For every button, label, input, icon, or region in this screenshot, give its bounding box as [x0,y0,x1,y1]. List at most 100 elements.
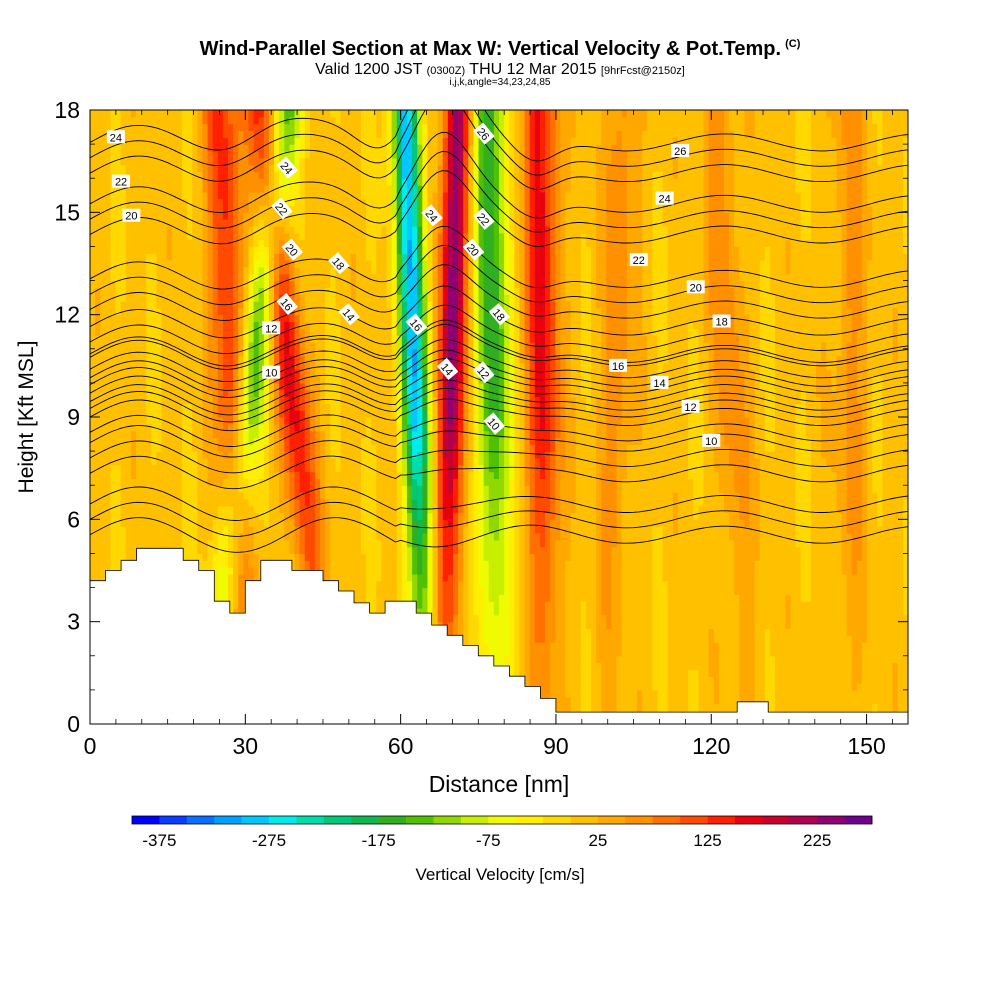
velocity-cell [739,567,745,575]
velocity-cell [723,567,730,575]
velocity-cell [212,519,219,527]
velocity-cell [723,580,730,589]
velocity-cell [366,539,372,548]
velocity-cell [519,642,526,650]
velocity-cell [698,539,705,548]
velocity-cell [458,539,464,548]
velocity-cell [217,539,224,548]
velocity-cell [744,689,751,698]
velocity-cell [688,526,694,534]
velocity-cell [677,512,684,520]
velocity-cell [386,553,393,561]
velocity-cell [340,512,347,520]
velocity-cell [483,587,490,595]
velocity-cell [836,642,843,650]
velocity-cell [856,594,863,602]
velocity-cell [718,635,725,643]
velocity-cell [151,526,158,534]
velocity-cell [320,560,326,568]
velocity-cell [202,539,209,548]
velocity-cell [723,539,730,548]
velocity-cell [575,567,582,575]
velocity-cell [611,587,618,595]
velocity-cell [637,642,643,650]
velocity-cell [212,573,219,582]
velocity-cell [677,662,684,671]
velocity-cell [279,526,285,534]
velocity-cell [826,587,832,595]
velocity-cell [841,669,848,677]
velocity-cell [621,519,628,527]
velocity-cell [667,648,674,657]
velocity-cell [662,539,669,548]
velocity-cell [412,580,418,589]
velocity-cell [585,553,592,561]
velocity-cell [606,594,613,602]
velocity-cell [708,587,715,595]
velocity-cell [703,553,710,561]
velocity-cell [238,532,244,541]
velocity-cell [325,512,331,520]
velocity-cell [611,662,618,671]
velocity-cell [815,628,822,636]
velocity-cell [499,614,505,623]
velocity-cell [729,655,735,664]
velocity-cell [800,587,807,595]
velocity-cell [355,594,362,602]
velocity-cell [769,560,776,568]
velocity-cell [509,662,515,671]
velocity-cell [785,662,792,671]
velocity-cell [688,642,694,650]
velocity-cell [524,512,531,520]
velocity-cell [238,519,244,527]
velocity-cell [790,532,797,541]
velocity-cell [621,580,628,589]
velocity-cell [534,614,541,623]
velocity-cell [539,683,546,691]
velocity-cell [396,560,403,568]
velocity-cell [596,689,602,698]
velocity-cell [519,546,526,555]
velocity-cell [309,512,316,520]
velocity-cell [647,621,653,630]
velocity-cell [90,512,96,520]
velocity-cell [355,519,362,527]
velocity-cell [575,526,582,534]
velocity-cell [749,614,756,623]
velocity-cell [355,532,362,541]
velocity-cell [856,614,863,623]
velocity-cell [739,601,745,609]
velocity-cell [647,526,653,534]
velocity-cell [764,683,771,691]
velocity-cell [739,655,745,664]
velocity-cell [197,553,204,561]
velocity-cell [851,614,858,623]
velocity-cell [662,662,669,671]
velocity-cell [810,608,817,616]
velocity-cell [887,655,894,664]
velocity-cell [836,655,843,664]
velocity-cell [468,587,475,595]
velocity-cell [483,580,490,589]
velocity-cell [887,642,894,650]
velocity-cell [473,532,480,541]
velocity-cell [739,512,745,520]
velocity-cell [708,696,715,705]
velocity-cell [637,567,643,575]
velocity-cell [892,648,899,657]
velocity-cell [212,512,219,520]
velocity-cell [514,519,521,527]
velocity-cell [432,601,439,609]
velocity-cell [570,648,577,657]
velocity-cell [790,519,797,527]
velocity-cell [591,539,597,548]
velocity-cell [524,676,531,684]
velocity-cell [606,519,613,527]
velocity-cell [887,683,894,691]
velocity-cell [545,560,551,568]
velocity-cell [233,594,239,602]
velocity-cell [764,614,771,623]
velocity-cell [601,526,607,534]
velocity-cell [754,648,761,657]
velocity-cell [197,505,204,514]
